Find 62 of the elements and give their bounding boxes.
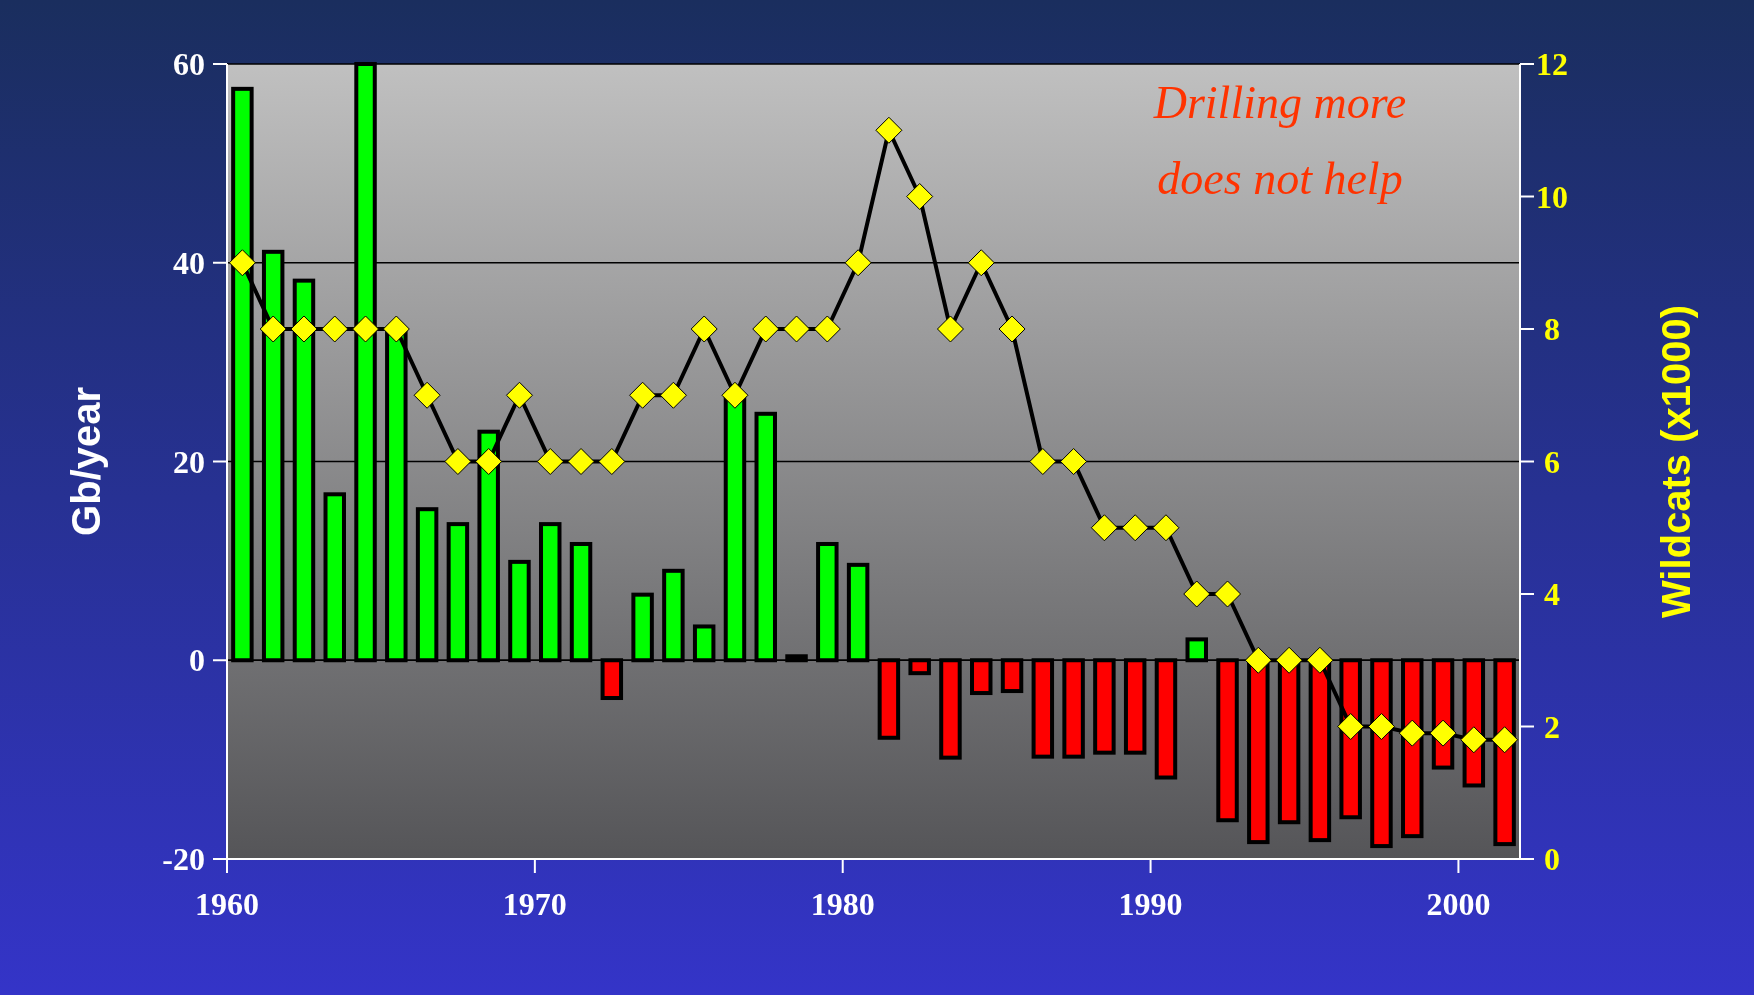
point xyxy=(1090,514,1118,542)
x-tick-label: 1980 xyxy=(810,886,875,922)
y-tick-label: 20 xyxy=(173,443,205,480)
point xyxy=(290,315,318,343)
y-tick-label: 40 xyxy=(173,244,205,281)
point xyxy=(413,381,441,409)
y2-axis-title: Wildcats (x1000) xyxy=(1654,304,1698,619)
x-tick-label: 1970 xyxy=(502,886,567,922)
x-tick-label: 1990 xyxy=(1118,886,1183,922)
point xyxy=(505,381,533,409)
point xyxy=(1183,580,1211,608)
annotation: Drilling more does not help xyxy=(1152,77,1407,204)
point xyxy=(1491,726,1519,754)
point xyxy=(721,381,749,409)
point xyxy=(906,183,934,210)
point xyxy=(1429,719,1457,747)
point xyxy=(936,315,964,343)
x-tick-label: 1960 xyxy=(195,886,259,922)
point xyxy=(813,315,841,343)
point xyxy=(844,249,872,277)
y2-tick-label: 12 xyxy=(1536,46,1568,83)
point xyxy=(1398,719,1426,747)
point xyxy=(1367,713,1395,740)
point xyxy=(967,249,995,277)
point xyxy=(875,116,903,144)
y2-tick-label: 0 xyxy=(1544,841,1560,878)
point xyxy=(444,448,472,475)
point xyxy=(1460,726,1488,754)
point xyxy=(228,249,256,277)
y2-tick-label: 6 xyxy=(1544,443,1560,480)
point xyxy=(475,448,503,475)
point xyxy=(1060,448,1088,475)
point xyxy=(783,315,811,343)
point xyxy=(1029,448,1057,475)
y-axis-title: Gb/year xyxy=(64,387,108,536)
point xyxy=(567,448,595,475)
y-tick-label: -20 xyxy=(162,841,205,878)
point xyxy=(998,315,1026,343)
x-tick-label: 2000 xyxy=(1426,886,1491,922)
point xyxy=(352,315,380,343)
point xyxy=(690,315,718,343)
point xyxy=(321,315,349,343)
y-tick-label: 60 xyxy=(173,46,205,83)
point xyxy=(1306,646,1334,674)
point xyxy=(659,381,687,409)
point xyxy=(536,448,564,475)
point xyxy=(629,381,657,409)
point xyxy=(598,448,626,475)
point xyxy=(752,315,780,343)
y2-tick-label: 8 xyxy=(1544,311,1560,348)
point xyxy=(1275,646,1303,674)
point xyxy=(1214,580,1242,608)
point xyxy=(1244,646,1272,674)
point xyxy=(1152,514,1180,542)
y-tick-label: 0 xyxy=(189,642,205,679)
point xyxy=(259,315,287,343)
point xyxy=(1337,713,1365,740)
point xyxy=(382,315,410,343)
y2-tick-label: 4 xyxy=(1544,576,1560,613)
y2-tick-label: 2 xyxy=(1544,708,1560,745)
y2-tick-label: 10 xyxy=(1536,178,1568,215)
point xyxy=(1121,514,1149,542)
